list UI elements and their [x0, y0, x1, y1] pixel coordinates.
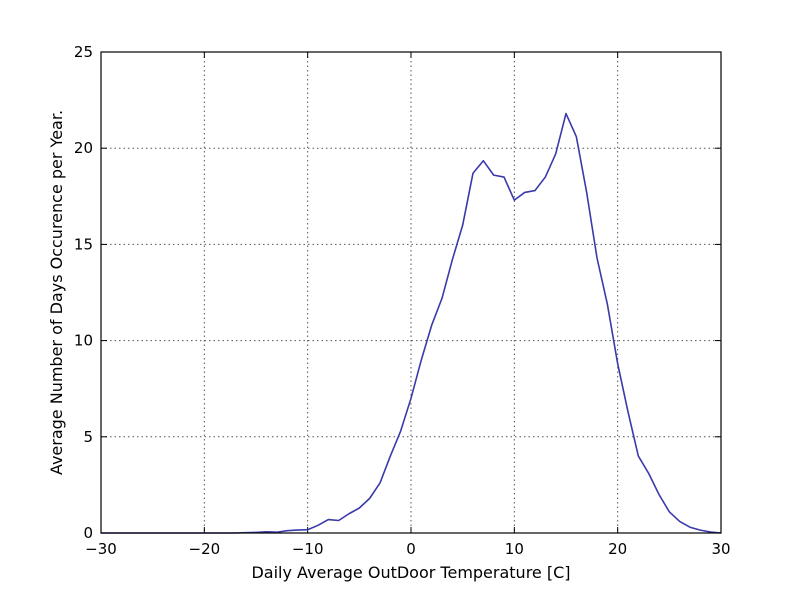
y-tick-label: 0	[83, 524, 93, 542]
y-tick-labels: 0 5 10 15 20 25	[74, 43, 93, 542]
x-tick-label: 30	[711, 540, 730, 558]
y-tick-label: 25	[74, 43, 93, 61]
x-tick-label: 0	[406, 540, 416, 558]
x-tick-labels: −30 −20 −10 0 10 20 30	[85, 540, 730, 558]
y-tick-label: 15	[74, 235, 93, 253]
x-tick-label: −10	[292, 540, 324, 558]
y-axis-label: Average Number of Days Occurence per Yea…	[47, 110, 66, 475]
x-tick-label: 20	[608, 540, 627, 558]
y-tick-label: 10	[74, 332, 93, 350]
x-tick-label: −20	[189, 540, 221, 558]
x-tick-label: 10	[505, 540, 524, 558]
plot-frame	[100, 51, 722, 534]
y-tick-label: 20	[74, 139, 93, 157]
y-tick-label: 5	[83, 428, 93, 446]
grid-layer	[101, 52, 721, 533]
x-tick-label: −30	[85, 540, 117, 558]
x-axis-label: Daily Average OutDoor Temperature [C]	[251, 563, 570, 582]
